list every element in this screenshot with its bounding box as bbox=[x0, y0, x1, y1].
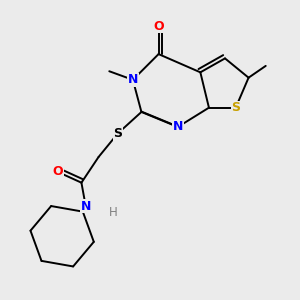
Text: O: O bbox=[153, 20, 164, 33]
Text: N: N bbox=[80, 200, 91, 213]
Text: N: N bbox=[173, 121, 183, 134]
Text: O: O bbox=[52, 166, 63, 178]
Text: H: H bbox=[109, 206, 118, 219]
Text: N: N bbox=[128, 73, 138, 86]
Text: S: S bbox=[113, 127, 122, 140]
Text: S: S bbox=[231, 101, 240, 114]
